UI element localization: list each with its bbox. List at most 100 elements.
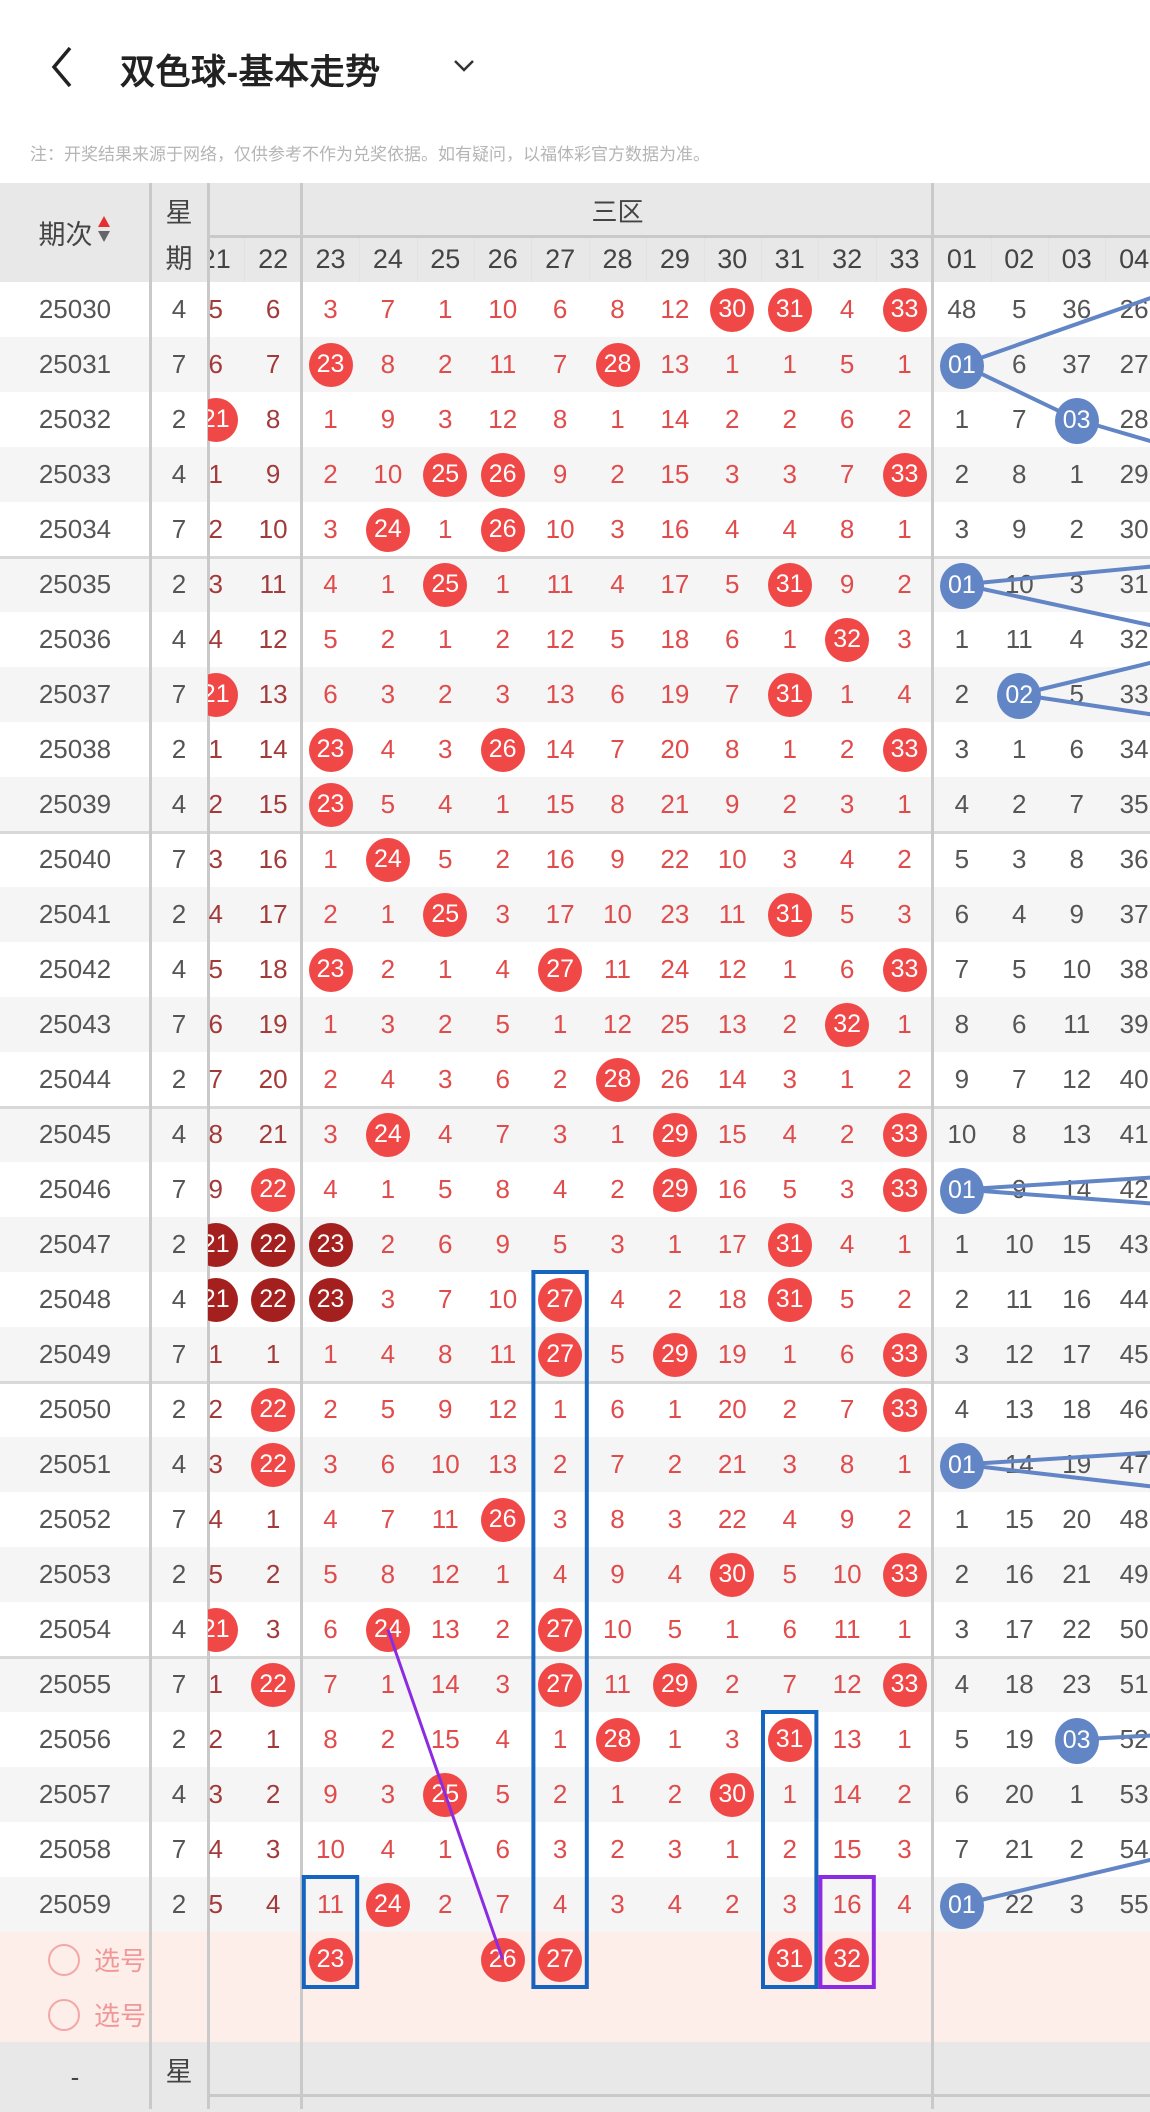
sort-icon[interactable] <box>96 214 112 251</box>
omission-value: 2 <box>897 1779 912 1809</box>
weekday: 2 <box>171 1394 187 1424</box>
omission-value: 2 <box>323 1394 338 1424</box>
title-dropdown-button[interactable] <box>450 54 478 78</box>
omission-value: 15 <box>1004 1504 1034 1534</box>
red-ball: 26 <box>480 1497 525 1542</box>
column-header-27[interactable]: 27 <box>545 244 576 274</box>
column-header-28[interactable]: 28 <box>602 244 633 274</box>
omission-value: 12 <box>660 294 690 324</box>
omission-value: 4 <box>380 1834 396 1864</box>
radio-circle-icon[interactable] <box>48 1943 80 1976</box>
omission-value: 7 <box>1012 1064 1027 1094</box>
omission-value: 3 <box>495 899 510 929</box>
omission-value: 10 <box>1004 569 1034 599</box>
issue-header[interactable]: 期次 <box>0 183 150 282</box>
column-header-03[interactable]: 03 <box>1061 244 1092 274</box>
omission-value: 37 <box>1062 349 1092 379</box>
omission-value: 15 <box>717 1119 747 1149</box>
red-ball: 33 <box>882 1112 927 1157</box>
red-ball: 23 <box>308 342 353 387</box>
column-header-21[interactable]: 21 <box>208 244 231 274</box>
issue-number: 25035 <box>38 569 112 599</box>
selected-ball[interactable]: 27 <box>538 1937 583 1982</box>
omission-value: 15 <box>258 789 288 819</box>
omission-value: 9 <box>610 844 625 874</box>
omission-value: 3 <box>495 1669 510 1699</box>
issue-number: 25056 <box>38 1724 112 1754</box>
omission-value: 6 <box>839 954 855 984</box>
issue-number: 25053 <box>38 1559 112 1589</box>
column-header-25[interactable]: 25 <box>430 244 461 274</box>
omission-value: 6 <box>438 1229 453 1259</box>
table-scroll-area[interactable]: 三区 21 22 23 24 25 26 27 28 29 30 31 32 33 01 02 03 04 5 6 3 7… <box>208 183 1150 2109</box>
omission-value: 47 <box>1119 1449 1149 1479</box>
issue-number: 25043 <box>38 1009 112 1039</box>
omission-value: 18 <box>1062 1394 1092 1424</box>
omission-value: 2 <box>1069 1834 1084 1864</box>
blue-ball: 01 <box>939 1882 984 1929</box>
omission-value: 3 <box>839 1174 855 1204</box>
omission-value: 15 <box>545 789 575 819</box>
column-header-23[interactable]: 23 <box>315 244 346 274</box>
issue-header-cell[interactable] <box>0 183 150 282</box>
column-header-24[interactable]: 24 <box>372 244 403 274</box>
red-ball: 27 <box>538 1607 583 1652</box>
omission-value: 2 <box>954 459 970 489</box>
omission-value: 18 <box>258 954 288 984</box>
omission-value: 4 <box>954 789 970 819</box>
column-header-04[interactable]: 04 <box>1119 244 1150 274</box>
issue-number: 25052 <box>38 1504 112 1534</box>
selected-ball[interactable]: 23 <box>308 1937 353 1982</box>
omission-value: 14 <box>832 1779 862 1809</box>
weekday: 7 <box>171 1174 187 1204</box>
omission-value: 9 <box>552 459 568 489</box>
red-ball: 33 <box>882 727 927 772</box>
column-header-33[interactable]: 33 <box>889 244 920 274</box>
selected-ball[interactable]: 31 <box>767 1937 812 1982</box>
pick-row-label: 选号 <box>94 1946 147 1976</box>
section-divider <box>931 183 934 2109</box>
omission-value: 1 <box>1069 1779 1084 1809</box>
column-header-26[interactable]: 26 <box>487 244 518 274</box>
pick-row-button[interactable]: 选号 <box>0 1932 208 1987</box>
red-ball: 24 <box>365 1882 410 1927</box>
selected-ball[interactable]: 26 <box>480 1937 525 1982</box>
omission-value: 1 <box>438 954 453 984</box>
omission-value: 7 <box>954 1834 970 1864</box>
red-ball: 24 <box>365 1607 410 1652</box>
back-button[interactable] <box>44 44 84 90</box>
column-header-29[interactable]: 29 <box>659 244 690 274</box>
column-header-30[interactable]: 30 <box>717 244 748 274</box>
omission-value: 1 <box>725 1834 740 1864</box>
omission-value: 19 <box>717 1339 747 1369</box>
omission-value: 10 <box>717 844 747 874</box>
omission-value: 8 <box>438 1339 453 1369</box>
omission-value: 6 <box>208 1009 223 1039</box>
red-ball: 22 <box>251 1662 296 1707</box>
page-title[interactable]: 双色球-基本走势 <box>120 53 381 92</box>
red-ball: 33 <box>882 947 927 992</box>
omission-value: 3 <box>610 514 625 544</box>
omission-value: 3 <box>208 1449 223 1479</box>
column-header-32[interactable]: 32 <box>832 244 863 274</box>
omission-value: 1 <box>954 624 970 654</box>
column-header-02[interactable]: 02 <box>1004 244 1035 274</box>
footer-header-divider <box>208 2094 1150 2097</box>
omission-value: 7 <box>265 349 281 379</box>
red-ball: 33 <box>882 1332 927 1377</box>
omission-value: 8 <box>265 404 281 434</box>
omission-value: 3 <box>552 1504 568 1534</box>
red-ball: 23 <box>308 1222 353 1267</box>
column-header-01[interactable]: 01 <box>946 244 977 274</box>
omission-value: 10 <box>373 459 403 489</box>
omission-value: 13 <box>717 1009 747 1039</box>
selected-ball[interactable]: 32 <box>825 1937 870 1982</box>
column-header-22[interactable]: 22 <box>258 244 289 274</box>
pick-row-button[interactable]: 选号 <box>0 1987 208 2042</box>
omission-value: 8 <box>208 1119 223 1149</box>
radio-circle-icon[interactable] <box>48 1998 80 2031</box>
column-header-31[interactable]: 31 <box>774 244 805 274</box>
group-separator <box>0 1106 1150 1109</box>
omission-value: 1 <box>323 844 338 874</box>
omission-value: 10 <box>316 1834 345 1864</box>
